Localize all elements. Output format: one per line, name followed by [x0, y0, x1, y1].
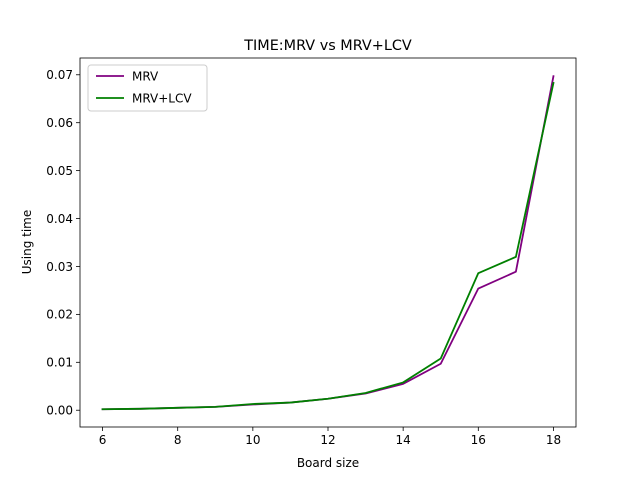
- y-tick-label: 0.01: [46, 356, 73, 370]
- y-tick-label: 0.00: [46, 404, 73, 418]
- x-tick-label: 8: [174, 433, 182, 447]
- y-tick-label: 0.06: [46, 116, 73, 130]
- y-tick-label: 0.04: [46, 212, 73, 226]
- chart-title: TIME:MRV vs MRV+LCV: [243, 38, 412, 54]
- y-axis-label: Using time: [20, 210, 34, 275]
- y-tick-label: 0.03: [46, 260, 73, 274]
- x-tick-label: 18: [546, 433, 561, 447]
- x-tick-label: 14: [396, 433, 411, 447]
- y-tick-label: 0.02: [46, 308, 73, 322]
- x-axis-label: Board size: [297, 456, 359, 470]
- series-line-mrv-lcv: [101, 81, 555, 411]
- x-tick-label: 12: [320, 433, 335, 447]
- y-tick-label: 0.05: [46, 164, 73, 178]
- legend: MRV MRV+LCV: [87, 64, 208, 112]
- legend-label: MRV+LCV: [132, 91, 192, 105]
- y-tick-label: 0.07: [46, 68, 73, 82]
- plot-area: 6 8 10 12 14 16 18 0.00 0.01 0.02 0.03 0.04 0.05 0.06…: [46, 57, 577, 447]
- x-tick-label: 10: [245, 433, 260, 447]
- x-tick-label: 16: [471, 433, 486, 447]
- legend-label: MRV: [132, 69, 159, 83]
- x-tick-label: 6: [99, 433, 107, 447]
